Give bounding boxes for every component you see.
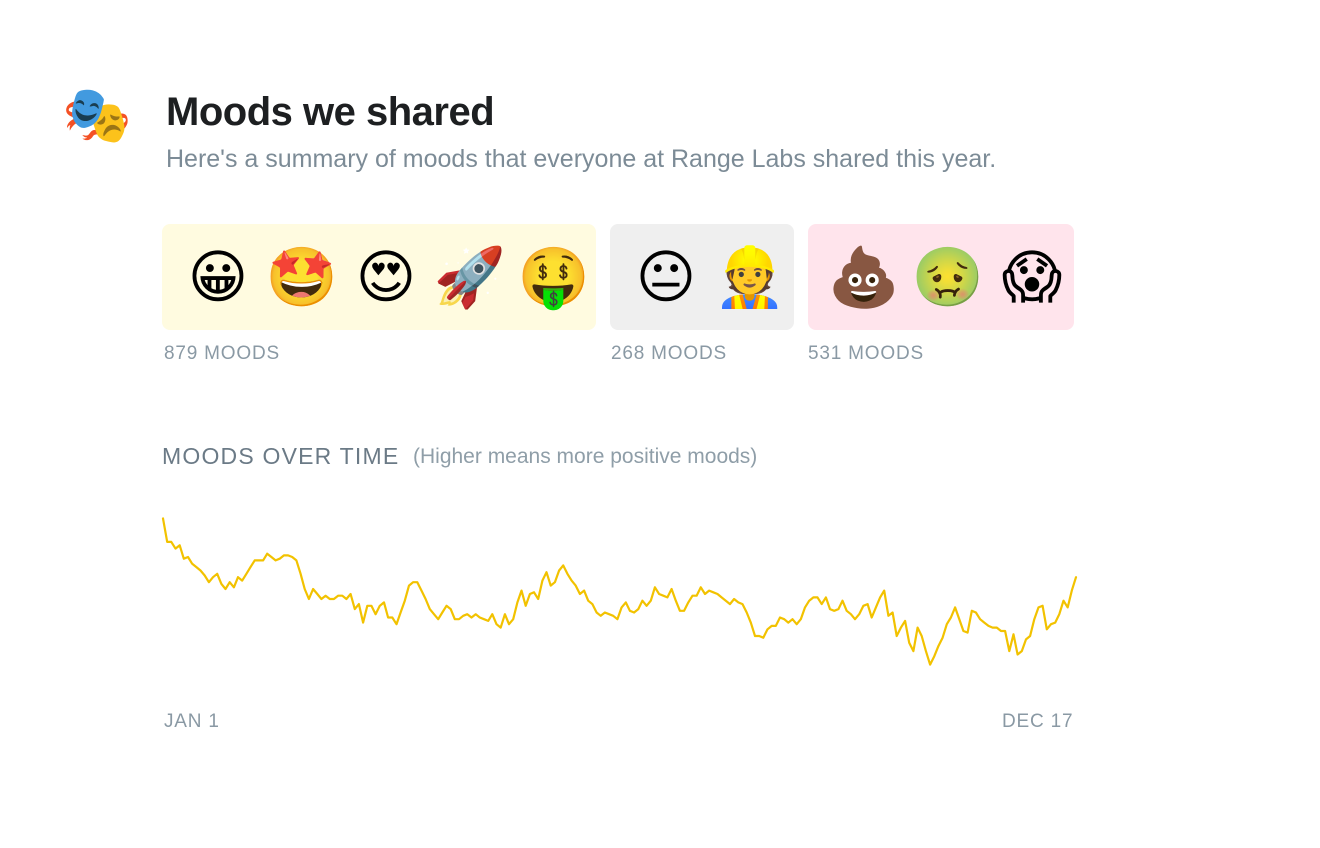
rocket-icon: 🚀 [433, 243, 507, 311]
star-struck-face-icon: 🤩 [265, 243, 339, 311]
grinning-face-icon: 😀 [187, 243, 249, 311]
chart-note: (Higher means more positive moods) [413, 445, 758, 468]
x-axis-end-label: DEC 17 [1002, 711, 1074, 732]
performing-arts-masks-icon: 🎭 [62, 83, 132, 148]
mood-series-line [161, 517, 1078, 666]
heart-eyes-face-icon: 😍 [355, 243, 417, 311]
positive-moods-group: 😀 🤩 😍 🚀 🤑 [162, 224, 596, 330]
pile-of-poo-icon: 💩 [827, 243, 901, 311]
page-title: Moods we shared [166, 90, 495, 134]
chart-title: MOODS OVER TIME [162, 443, 400, 469]
money-mouth-face-icon: 🤑 [517, 243, 591, 311]
x-axis-start-label: JAN 1 [164, 711, 220, 732]
screaming-face-icon: 😱 [1001, 243, 1063, 311]
neutral-face-icon: 😐 [635, 243, 697, 311]
positive-moods-count: 879 MOODS [164, 343, 280, 364]
neutral-moods-group: 😐 👷 [610, 224, 794, 330]
nauseated-face-icon: 🤢 [911, 243, 985, 311]
negative-moods-count: 531 MOODS [808, 343, 924, 364]
page-subtitle: Here's a summary of moods that everyone … [166, 145, 997, 173]
construction-worker-icon: 👷 [713, 243, 787, 311]
neutral-moods-count: 268 MOODS [611, 343, 727, 364]
negative-moods-group: 💩 🤢 😱 [808, 224, 1074, 330]
